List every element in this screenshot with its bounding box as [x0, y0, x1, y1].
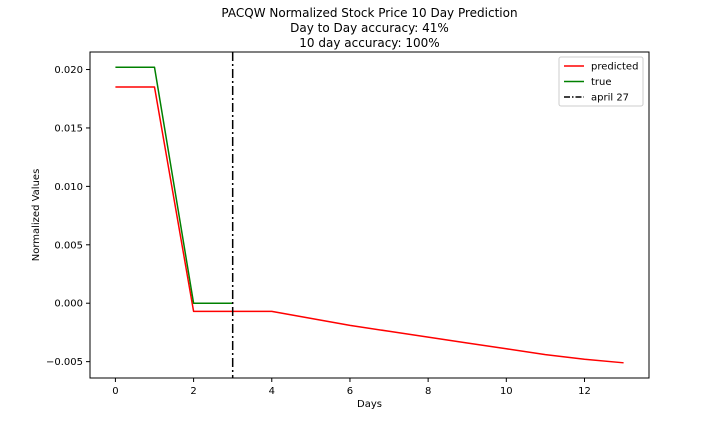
x-axis-label: Days [357, 399, 382, 410]
chart-title-line: PACQW Normalized Stock Price 10 Day Pred… [221, 6, 517, 20]
x-tick-label: 8 [425, 386, 431, 397]
series-line-predicted [115, 86, 624, 364]
y-tick-label: 0.010 [54, 182, 83, 193]
series-line-true [115, 66, 233, 304]
chart-title-line: Day to Day accuracy: 41% [290, 21, 449, 35]
chart-title: PACQW Normalized Stock Price 10 Day Pred… [221, 6, 517, 50]
plot-area [115, 52, 624, 378]
x-tick-label: 6 [347, 386, 353, 397]
x-tick-label: 12 [578, 386, 591, 397]
chart-title-line: 10 day accuracy: 100% [299, 36, 439, 50]
y-tick-label: 0.015 [54, 123, 83, 134]
x-axis: 0 2 4 6 8 10 12 [112, 378, 591, 397]
x-tick-label: 0 [112, 386, 118, 397]
legend-box [558, 56, 644, 107]
axes-frame [89, 51, 650, 379]
y-tick-label: 0.020 [54, 65, 83, 76]
x-tick-label: 2 [190, 386, 196, 397]
legend-label-true: true [591, 77, 612, 88]
legend-label-predicted: predicted [591, 62, 638, 73]
y-tick-label: 0.005 [54, 240, 83, 251]
x-tick-label: 10 [500, 386, 513, 397]
legend-label-april-27: april 27 [591, 93, 629, 104]
legend: predicted true april 27 [558, 56, 644, 107]
x-tick-label: 4 [269, 386, 275, 397]
y-tick-label: −0.005 [46, 357, 83, 368]
y-axis: −0.005 0.000 0.005 0.010 0.015 0.020 [46, 65, 90, 368]
y-axis-label: Normalized Values [31, 169, 42, 262]
y-tick-label: 0.000 [54, 299, 83, 310]
